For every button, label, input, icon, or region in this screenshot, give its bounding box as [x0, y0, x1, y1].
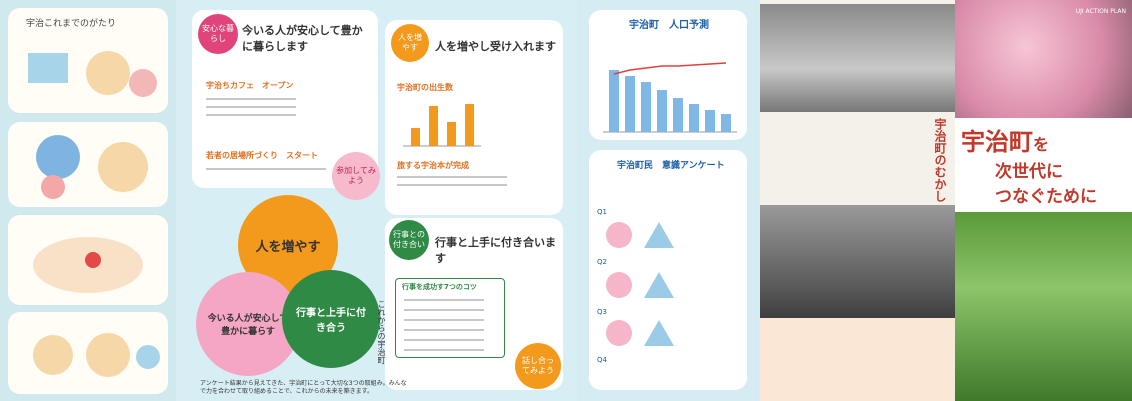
tips-box: 行事を成功す7つのコツ	[395, 278, 505, 358]
data-page: 宇治町 人口予測 宇治町民 意識アンケート Q1 Q2 Q3 Q4	[577, 0, 759, 401]
middle-spread: 安心な暮らし 今いる人が安心して豊かに暮らします 宇治ちカフェ オープン 若者の…	[180, 0, 575, 401]
text-line	[206, 106, 296, 108]
text-line	[404, 309, 484, 311]
text-line	[404, 319, 484, 321]
question: Q4	[597, 356, 607, 364]
cover: UJI ACTION PLAN 宇治町を 次世代に つなぐために	[955, 0, 1132, 401]
old-photo	[760, 4, 955, 112]
footer-text: アンケート結果から見えてきた、宇治町にとって大切な3つの取組み。みんなで力を合わ…	[200, 380, 410, 396]
title-part: つなぐために	[995, 182, 1131, 207]
illustration-card: 宇治これまでのがたり	[8, 8, 168, 113]
card-title: 今いる人が安心して豊かに暮らします	[242, 22, 372, 54]
cover-label: UJI ACTION PLAN	[1076, 8, 1126, 15]
text-line	[397, 176, 507, 178]
text-line	[404, 329, 484, 331]
text-line	[404, 349, 484, 351]
bar-illustration	[403, 98, 483, 148]
item-heading: 宇治町の出生数	[397, 82, 453, 93]
text-line	[206, 114, 296, 116]
old-photo	[760, 205, 955, 330]
brochure-spread: 宇治これまでのがたり 安心な暮らし 今いる人が安心して豊かに暮らします 宇治ちカ…	[0, 0, 1132, 401]
card-fuyasu: 人を増やす 人を増やし受け入れます 宇治町の出生数 旅する宇治本が完成	[385, 20, 563, 215]
question: Q1	[597, 208, 607, 216]
survey-card: 宇治町民 意識アンケート Q1 Q2 Q3 Q4	[589, 150, 747, 390]
history-page: 宇治町のむかし	[760, 0, 955, 401]
survey-shapes	[604, 220, 684, 350]
item-heading: 宇治ちカフェ オープン	[206, 80, 294, 91]
closing-panel	[760, 318, 955, 401]
title-part: を	[1033, 135, 1049, 154]
population-card: 宇治町 人口予測	[589, 10, 747, 140]
survey-title: 宇治町民 意識アンケート	[617, 158, 725, 171]
tips-title: 行事を成功す7つのコツ	[402, 282, 477, 292]
illustration-card	[8, 215, 168, 305]
text-line	[206, 168, 326, 170]
illustration-card	[8, 122, 168, 207]
text-line	[397, 184, 507, 186]
illustration	[13, 127, 163, 202]
badge: 安心な暮らし	[198, 14, 238, 54]
illustration-card	[8, 312, 168, 394]
bubble: 話し合ってみよう	[515, 343, 561, 389]
side-label: これからの宇治町	[376, 300, 387, 390]
population-illustration	[603, 60, 738, 135]
badge: 行事との付き合い	[389, 220, 429, 260]
title-part: 宇治町	[961, 128, 1033, 156]
text-line	[404, 299, 484, 301]
item-heading: 旅する宇治本が完成	[397, 160, 469, 171]
circle-gyoji: 行事と上手に付き合う	[282, 270, 380, 368]
blossom-photo	[955, 0, 1132, 118]
card-anshin: 安心な暮らし 今いる人が安心して豊かに暮らします 宇治ちカフェ オープン 若者の…	[192, 10, 378, 188]
card-title: 行事と上手に付き合います	[435, 234, 560, 266]
bubble: 参加してみよう	[332, 152, 380, 200]
grape-photo	[955, 212, 1132, 401]
item-heading: 若者の居場所づくり スタート	[206, 150, 318, 161]
card-gyoji: 行事との付き合い 行事と上手に付き合います 行事を成功す7つのコツ 話し合ってみ…	[385, 218, 563, 390]
strip-title: 宇治これまでのがたり	[26, 16, 116, 29]
cover-title: 宇治町を 次世代に つなぐために	[961, 122, 1131, 207]
badge: 人を増やす	[391, 24, 429, 62]
population-title: 宇治町 人口予測	[629, 16, 709, 31]
title-part: 次世代に	[995, 157, 1131, 182]
text-line	[404, 339, 484, 341]
illustration	[13, 317, 163, 389]
left-strip: 宇治これまでのがたり	[0, 0, 176, 401]
card-title: 人を増やし受け入れます	[435, 38, 560, 54]
text-line	[206, 98, 296, 100]
illustration	[13, 220, 163, 300]
illustration	[18, 33, 158, 108]
history-title: 宇治町のむかし	[932, 118, 949, 202]
